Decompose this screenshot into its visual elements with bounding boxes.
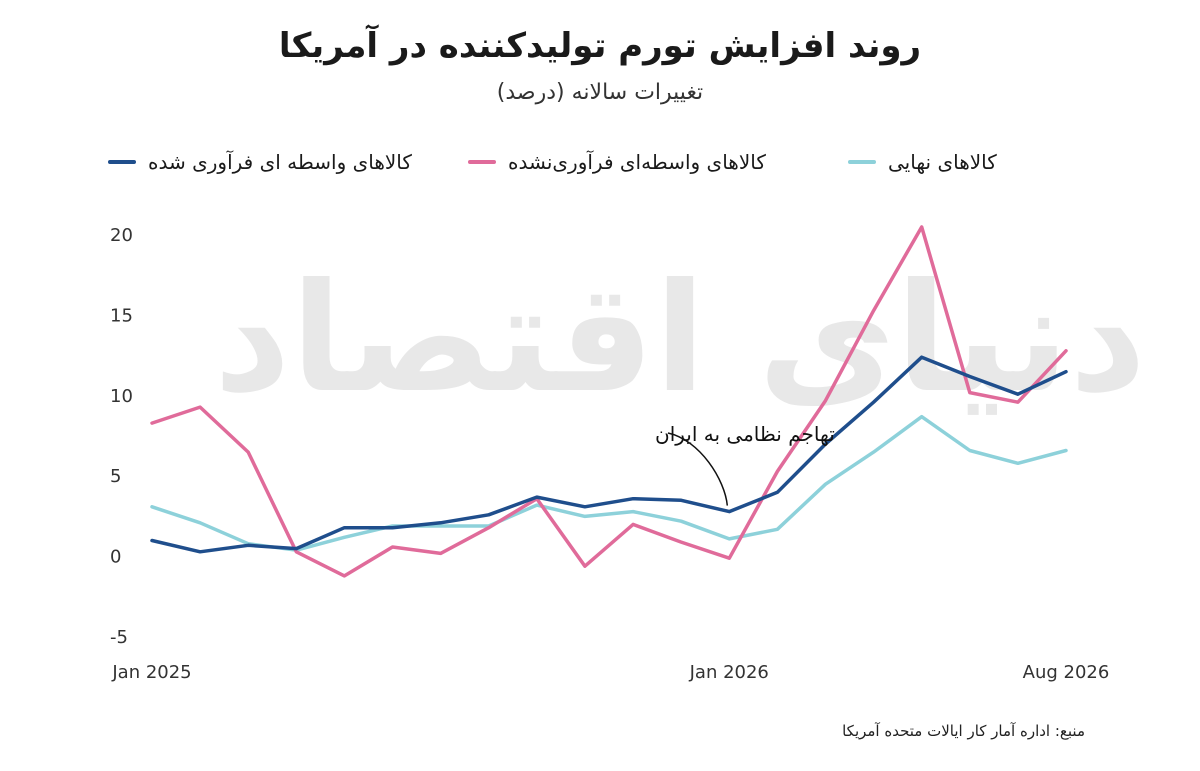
chart-subtitle: تغییرات سالانه (درصد) xyxy=(496,80,704,105)
legend-swatch-final xyxy=(848,160,876,164)
legend-item-processed: کالاهای واسطه ای فرآوری شده xyxy=(108,150,412,174)
y-tick-label: -5 xyxy=(110,627,128,648)
y-tick-label: 10 xyxy=(110,386,133,407)
legend-swatch-processed xyxy=(108,160,136,164)
x-tick-label: Aug 2026 xyxy=(1023,662,1110,683)
legend-swatch-unprocessed xyxy=(468,160,496,164)
chart-title: روند افزایش تورم تولیدکننده در آمریکا xyxy=(278,26,922,66)
annotation-connector xyxy=(667,432,729,506)
legend-label-unprocessed: کالاهای واسطه‌ای فرآوری‌نشده xyxy=(508,150,766,174)
y-tick-label: 5 xyxy=(110,466,121,487)
y-tick-label: 20 xyxy=(110,225,133,246)
legend-label-final: کالاهای نهایی xyxy=(888,150,997,174)
source-note: منبع: اداره آمار کار ایالات متحده آمریکا xyxy=(842,722,1085,740)
annotation-label: تهاجم نظامی به ایران xyxy=(655,422,835,446)
series-line-processed xyxy=(150,355,1068,554)
legend-label-processed: کالاهای واسطه ای فرآوری شده xyxy=(148,150,412,174)
series-line-unprocessed xyxy=(150,225,1068,578)
y-tick-label: 15 xyxy=(110,305,133,326)
x-tick-label: Jan 2025 xyxy=(111,662,191,683)
y-tick-label: 0 xyxy=(110,547,121,568)
legend-item-unprocessed: کالاهای واسطه‌ای فرآوری‌نشده xyxy=(468,150,766,174)
x-tick-label: Jan 2026 xyxy=(689,662,769,683)
series-line-final xyxy=(150,414,1068,552)
legend-item-final: کالاهای نهایی xyxy=(848,150,997,174)
